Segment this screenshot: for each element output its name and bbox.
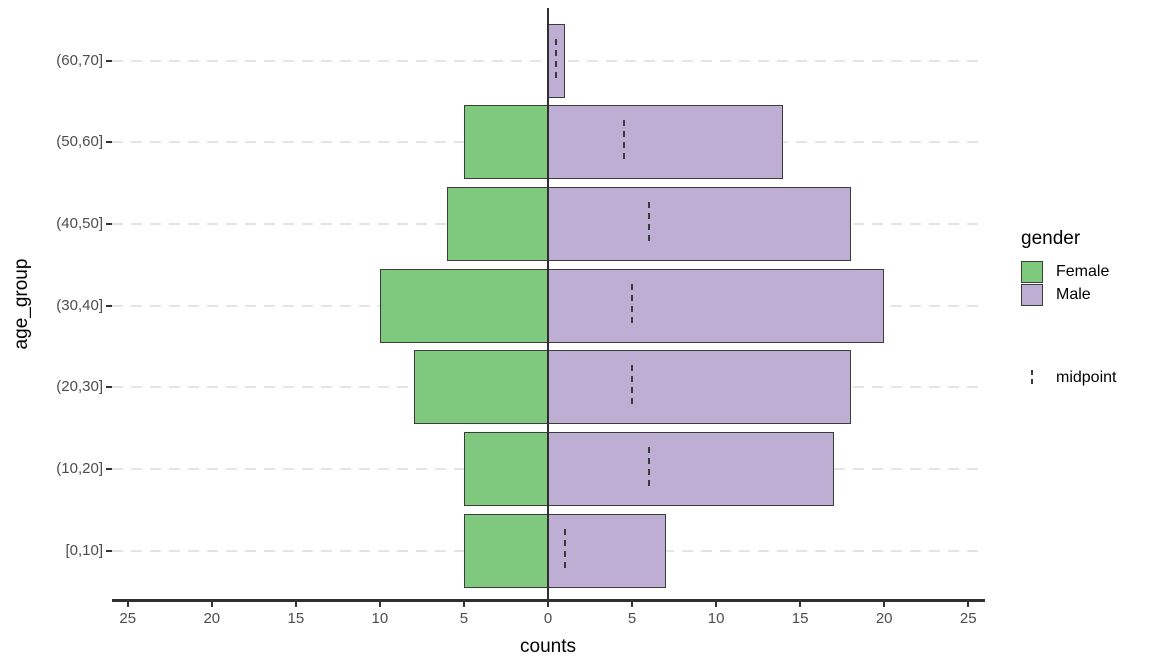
x-axis-tick [126,600,129,607]
x-axis-tick [462,600,465,607]
midpoint-marker [647,447,650,492]
x-axis-tick [715,600,718,607]
midpoint-marker [555,38,558,83]
bar-female-(10,20] [463,432,548,507]
y-axis-tick [106,59,112,62]
bar-female-(40,50] [447,187,548,261]
y-axis-tick-label: (60,70] [56,51,103,69]
midpoint-marker [647,202,650,246]
midpoint-marker [622,120,625,165]
y-axis-tick [106,549,112,552]
bar-female-(30,40] [379,268,548,343]
x-axis-tick [547,600,549,607]
midpoint-marker [631,283,634,328]
x-axis-tick [294,600,297,607]
x-axis-tick [631,600,634,607]
zero-axis-line [547,8,549,601]
x-axis-tick [799,600,802,607]
x-axis-tick-label: 5 [459,610,469,627]
x-axis-tick-label: 15 [287,610,305,627]
x-axis-tick [378,600,381,607]
bar-male-[0,10] [548,513,666,588]
y-axis-tick [106,304,112,307]
y-axis-tick [106,223,112,225]
y-axis-tick [106,468,112,471]
legend-label-male: Male [1056,285,1091,303]
bar-male-(10,20] [548,432,834,507]
x-axis-tick-label: 20 [875,610,893,627]
x-axis-tick [210,600,213,607]
y-axis-tick-label: (20,30] [56,378,103,396]
y-axis-tick-label: (40,50] [56,215,103,232]
y-axis-tick-label: (50,60] [56,133,103,151]
bar-female-(20,30] [413,350,548,425]
x-axis-tick-label: 0 [543,610,553,627]
y-axis-tick-label: [0,10] [65,541,103,559]
x-axis-tick-label: 20 [203,610,221,627]
y-axis-tick [106,386,112,389]
x-axis-tick-label: 15 [791,610,809,627]
x-axis-tick [967,600,970,607]
x-axis-tick-label: 25 [119,610,137,627]
bar-male-(30,40] [548,268,885,343]
bar-male-(20,30] [548,350,851,425]
bar-male-(50,60] [548,105,784,180]
legend-midpoint-label: midpoint [1056,369,1117,386]
y-axis-tick-label: (30,40] [56,296,103,314]
x-axis-tick-label: 10 [371,610,389,627]
legend-title: gender [1021,228,1081,249]
legend-label-female: Female [1056,263,1110,280]
x-axis-title: counts [520,636,576,657]
midpoint-marker [631,365,634,410]
midpoint-dash-icon [1031,370,1033,386]
y-axis-tick [106,141,112,144]
bar-male-(40,50] [548,187,851,261]
x-axis-tick-label: 25 [959,610,977,627]
midpoint-marker [563,528,566,573]
bar-female-[0,10] [463,513,548,588]
x-axis-tick-label: 10 [707,610,725,627]
bar-female-(50,60] [463,105,548,180]
legend-swatch-male [1021,283,1043,306]
x-axis-tick-label: 5 [627,610,637,627]
legend-swatch-female [1021,261,1043,283]
x-axis-tick [883,600,886,607]
y-axis-tick-label: (10,20] [56,460,103,478]
